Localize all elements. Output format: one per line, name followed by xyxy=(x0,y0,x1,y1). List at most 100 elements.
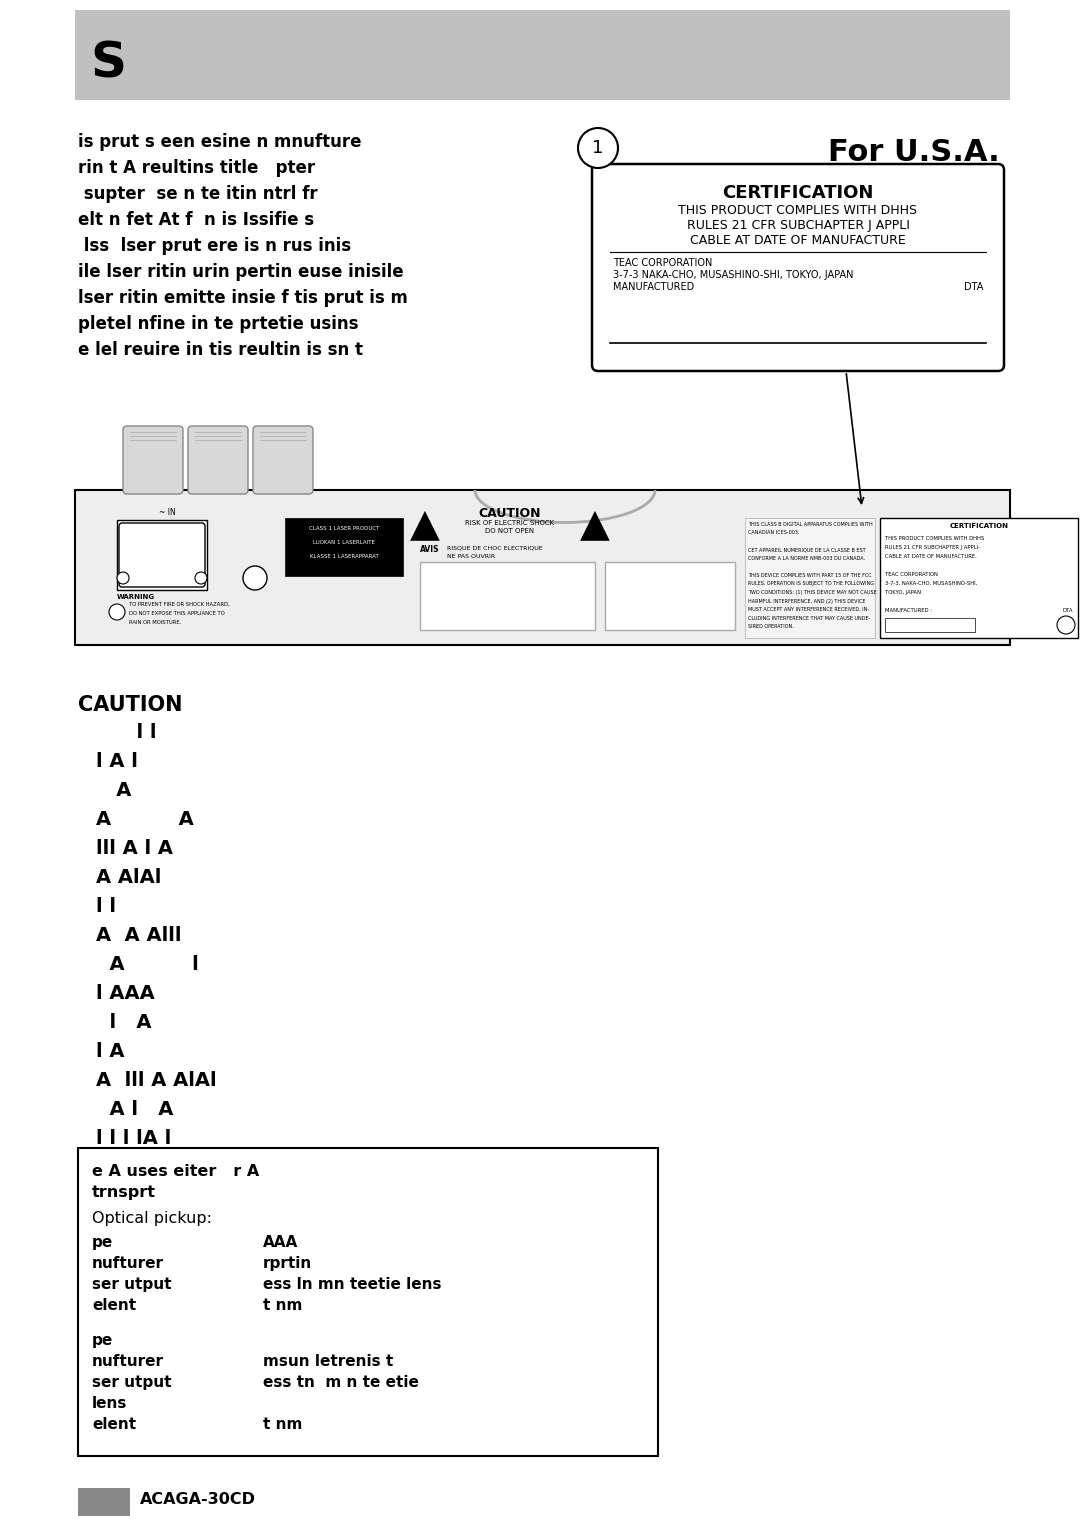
Text: rprtin: rprtin xyxy=(264,1257,312,1270)
FancyBboxPatch shape xyxy=(605,562,735,631)
Text: 3-7-3 NAKA-CHO, MUSASHINO-SHI, TOKYO, JAPAN: 3-7-3 NAKA-CHO, MUSASHINO-SHI, TOKYO, JA… xyxy=(613,270,853,279)
FancyBboxPatch shape xyxy=(78,1148,658,1457)
Text: AVIS: AVIS xyxy=(420,545,440,554)
Text: WARNING: WARNING xyxy=(117,594,156,600)
Text: RISQUE DE CHOC ELECTRIQUE: RISQUE DE CHOC ELECTRIQUE xyxy=(447,545,542,550)
Text: 1: 1 xyxy=(592,139,604,157)
Circle shape xyxy=(243,567,267,589)
Text: ess ln mn teetie lens: ess ln mn teetie lens xyxy=(264,1277,442,1292)
FancyBboxPatch shape xyxy=(123,426,183,495)
Text: A  lll A AlAl: A lll A AlAl xyxy=(96,1070,217,1090)
Text: ~ IN: ~ IN xyxy=(159,508,175,518)
Text: ▲: ▲ xyxy=(580,505,610,544)
Text: A          l: A l xyxy=(96,954,199,974)
Text: A l   A: A l A xyxy=(96,1099,174,1119)
Text: lll A l A: lll A l A xyxy=(96,838,173,858)
Text: CLASS 1 LASER PRODUCT: CLASS 1 LASER PRODUCT xyxy=(309,525,379,531)
Text: RULES. OPERATION IS SUBJECT TO THE FOLLOWING: RULES. OPERATION IS SUBJECT TO THE FOLLO… xyxy=(748,582,874,586)
Text: e lel reuire in tis reultin is sn t: e lel reuire in tis reultin is sn t xyxy=(78,341,363,359)
Text: DTA: DTA xyxy=(963,282,983,292)
Text: 3-7-3, NAKA-CHO, MUSASHINO-SHI,: 3-7-3, NAKA-CHO, MUSASHINO-SHI, xyxy=(885,580,977,586)
Text: A  A Alll: A A Alll xyxy=(96,925,181,945)
FancyBboxPatch shape xyxy=(880,518,1078,638)
Text: elt n fet At f  n is Issifie s: elt n fet At f n is Issifie s xyxy=(78,211,314,229)
Text: l A l: l A l xyxy=(96,751,138,771)
Text: AAA: AAA xyxy=(264,1235,298,1251)
Text: For U.S.A.: For U.S.A. xyxy=(828,137,1000,166)
Text: ser utput: ser utput xyxy=(92,1374,172,1390)
Text: elent: elent xyxy=(92,1298,136,1313)
Text: l l: l l xyxy=(96,896,116,916)
Text: t nm: t nm xyxy=(264,1417,302,1432)
Text: MUST ACCEPT ANY INTERFERENCE RECEIVED, IN-: MUST ACCEPT ANY INTERFERENCE RECEIVED, I… xyxy=(748,608,869,612)
Text: ACAGA-30CD: ACAGA-30CD xyxy=(140,1492,256,1507)
Text: A          A: A A xyxy=(96,809,193,829)
Text: LUOKAN 1 LASERLAITE: LUOKAN 1 LASERLAITE xyxy=(313,541,375,545)
Text: CET APPAREIL NUMERIQUE DE LA CLASSE B EST: CET APPAREIL NUMERIQUE DE LA CLASSE B ES… xyxy=(748,548,866,553)
Text: l AAA: l AAA xyxy=(96,983,154,1003)
Text: CONFORME A LA NORME NMB-003 DU CANADA.: CONFORME A LA NORME NMB-003 DU CANADA. xyxy=(748,556,865,560)
Text: SIRED OPERATION.: SIRED OPERATION. xyxy=(748,625,794,629)
Text: MANUFACTURED: MANUFACTURED xyxy=(613,282,694,292)
Text: nufturer: nufturer xyxy=(92,1354,164,1370)
Text: TOKYO, JAPAN: TOKYO, JAPAN xyxy=(885,589,921,596)
Text: RAIN OR MOISTURE.: RAIN OR MOISTURE. xyxy=(129,620,181,625)
Text: l   A: l A xyxy=(96,1012,151,1032)
Text: l l: l l xyxy=(96,722,157,742)
Circle shape xyxy=(578,128,618,168)
Text: KLASSE 1 LASERAPPARAT: KLASSE 1 LASERAPPARAT xyxy=(310,554,378,559)
Text: THIS PRODUCT COMPLIES WITH DHHS: THIS PRODUCT COMPLIES WITH DHHS xyxy=(885,536,984,541)
FancyBboxPatch shape xyxy=(285,518,403,576)
Text: supter  se n te itin ntrl fr: supter se n te itin ntrl fr xyxy=(78,185,318,203)
Text: l A: l A xyxy=(96,1041,124,1061)
Text: t nm: t nm xyxy=(264,1298,302,1313)
Text: l l l lA l: l l l lA l xyxy=(96,1128,172,1148)
FancyBboxPatch shape xyxy=(117,521,207,589)
FancyBboxPatch shape xyxy=(188,426,248,495)
Text: elent: elent xyxy=(92,1417,136,1432)
FancyBboxPatch shape xyxy=(119,524,205,586)
Text: is prut s een esine n mnufture: is prut s een esine n mnufture xyxy=(78,133,362,151)
Text: DTA: DTA xyxy=(1063,608,1074,612)
Text: TO PREVENT FIRE OR SHOCK HAZARD,: TO PREVENT FIRE OR SHOCK HAZARD, xyxy=(129,602,230,608)
Text: THIS CLASS B DIGITAL APPARATUS COMPLIES WITH: THIS CLASS B DIGITAL APPARATUS COMPLIES … xyxy=(748,522,873,527)
Text: ▲: ▲ xyxy=(410,505,440,544)
Text: THIS PRODUCT COMPLIES WITH DHHS: THIS PRODUCT COMPLIES WITH DHHS xyxy=(678,205,918,217)
Text: CAUTION: CAUTION xyxy=(478,507,541,521)
Text: RULES 21 CFR SUBCHAPTER J APPLI-: RULES 21 CFR SUBCHAPTER J APPLI- xyxy=(885,545,980,550)
Circle shape xyxy=(117,573,129,583)
FancyBboxPatch shape xyxy=(78,1487,130,1516)
FancyBboxPatch shape xyxy=(75,490,1010,644)
FancyBboxPatch shape xyxy=(745,518,875,638)
Text: e A uses eiter   r A: e A uses eiter r A xyxy=(92,1164,259,1179)
Text: CAUTION: CAUTION xyxy=(78,695,183,715)
Text: THIS DEVICE COMPLIES WITH PART 15 OF THE FCC: THIS DEVICE COMPLIES WITH PART 15 OF THE… xyxy=(748,573,872,579)
Text: nufturer: nufturer xyxy=(92,1257,164,1270)
Text: NE PAS OUVRIR: NE PAS OUVRIR xyxy=(447,554,495,559)
Text: RISK OF ELECTRIC SHOCK: RISK OF ELECTRIC SHOCK xyxy=(465,521,554,525)
Text: CABLE AT DATE OF MANUFACTURE: CABLE AT DATE OF MANUFACTURE xyxy=(690,234,906,247)
Text: ess tn  m n te etie: ess tn m n te etie xyxy=(264,1374,419,1390)
Text: S: S xyxy=(90,40,126,89)
Text: RULES 21 CFR SUBCHAPTER J APPLI: RULES 21 CFR SUBCHAPTER J APPLI xyxy=(687,218,909,232)
FancyBboxPatch shape xyxy=(420,562,595,631)
Circle shape xyxy=(195,573,207,583)
Text: pe: pe xyxy=(92,1333,113,1348)
Text: CLUDING INTERFERENCE THAT MAY CAUSE UNDE-: CLUDING INTERFERENCE THAT MAY CAUSE UNDE… xyxy=(748,615,870,620)
Text: CERTIFICATION: CERTIFICATION xyxy=(723,183,874,202)
FancyBboxPatch shape xyxy=(885,618,975,632)
Text: TEAC CORPORATION: TEAC CORPORATION xyxy=(885,573,937,577)
Text: CANADIAN ICES-003.: CANADIAN ICES-003. xyxy=(748,530,799,536)
Text: ser utput: ser utput xyxy=(92,1277,172,1292)
Text: pletel nfine in te prtetie usins: pletel nfine in te prtetie usins xyxy=(78,315,359,333)
Text: DO NOT EXPOSE THIS APPLIANCE TO: DO NOT EXPOSE THIS APPLIANCE TO xyxy=(129,611,225,615)
Text: TWO CONDITIONS: (1) THIS DEVICE MAY NOT CAUSE: TWO CONDITIONS: (1) THIS DEVICE MAY NOT … xyxy=(748,589,877,596)
FancyBboxPatch shape xyxy=(592,163,1004,371)
Text: lens: lens xyxy=(92,1396,127,1411)
Text: Optical pickup:: Optical pickup: xyxy=(92,1211,212,1226)
Text: CERTIFICATION: CERTIFICATION xyxy=(949,524,1009,528)
FancyBboxPatch shape xyxy=(253,426,313,495)
Text: MANUFACTURED :: MANUFACTURED : xyxy=(885,608,932,612)
Text: HARMFUL INTERFERENCE, AND (2) THIS DEVICE: HARMFUL INTERFERENCE, AND (2) THIS DEVIC… xyxy=(748,599,865,603)
Text: CABLE AT DATE OF MANUFACTURE.: CABLE AT DATE OF MANUFACTURE. xyxy=(885,554,976,559)
